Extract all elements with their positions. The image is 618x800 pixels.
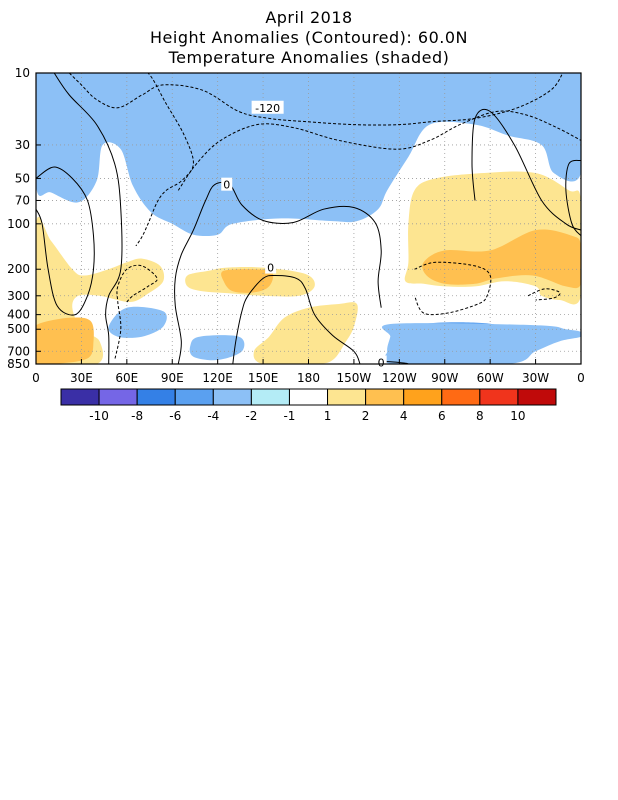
contour-label-bg-2 <box>265 260 277 274</box>
x-tick-label-2: 60E <box>115 371 138 385</box>
colorbar-label-10: 8 <box>476 409 484 423</box>
height-contour-12 <box>565 159 581 237</box>
contour-labels: -120 0 0 0 <box>221 100 387 369</box>
x-tick-label-5: 150E <box>248 371 279 385</box>
y-tick-label-1: 30 <box>15 138 30 152</box>
contour-label-bg-3 <box>375 355 387 369</box>
height-contour-9 <box>232 274 361 364</box>
y-tick-label-6: 300 <box>7 289 30 303</box>
x-tick-label-3: 90E <box>161 371 184 385</box>
height-contour-2 <box>177 110 581 191</box>
contour-label-bg-1 <box>221 177 233 191</box>
colorbar-box-3 <box>174 388 214 406</box>
colorbar: -10 -8 -6 -4 -2 -1 1 2 4 6 8 10 <box>60 388 557 423</box>
colorbar-label-3: -4 <box>207 409 219 423</box>
y-tick-label-9: 700 <box>7 344 30 358</box>
colorbar-label-4: -2 <box>245 409 257 423</box>
height-contour-0 <box>68 73 564 126</box>
x-tick-label-0: 0 <box>32 371 40 385</box>
colorbar-box-0 <box>60 388 100 406</box>
x-tick-label-1: 30E <box>70 371 93 385</box>
contour-label-3: 0 <box>378 356 385 369</box>
height-contour-5 <box>114 264 158 361</box>
colorbar-box-5 <box>250 388 290 406</box>
y-tick-label-10: 850 <box>7 357 30 371</box>
temperature-region-16 <box>36 317 94 364</box>
colorbar-label-11: 10 <box>510 409 525 423</box>
temperature-region-10 <box>189 335 245 361</box>
colorbar-box-1 <box>98 388 138 406</box>
contour-label-2: 0 <box>267 262 274 275</box>
y-tick-label-2: 50 <box>15 171 30 185</box>
colorbar-label-2: -6 <box>169 409 181 423</box>
colorbar-label-1: -8 <box>131 409 143 423</box>
colorbar-box-2 <box>136 388 176 406</box>
y-tick-label-5: 200 <box>7 262 30 276</box>
height-contour-4 <box>527 288 561 301</box>
colorbar-box-11 <box>479 388 519 406</box>
chart-title: April 2018 <box>265 8 353 27</box>
contour-label-0: -120 <box>255 102 280 115</box>
colorbar-box-12 <box>517 388 557 406</box>
colorbar-box-4 <box>212 388 252 406</box>
x-axis: 0 30E 60E 90E 120E 150E 180 150W 120W 90W 60W 30W 0 <box>32 359 585 385</box>
colorbar-label-9: 6 <box>438 409 446 423</box>
chart-subtitle-temperature: Temperature Anomalies (shaded) <box>168 48 450 67</box>
height-contours <box>36 73 581 364</box>
contour-label-bg-0 <box>251 100 284 114</box>
contour-label-1: 0 <box>223 179 230 192</box>
height-contour-3 <box>414 261 492 316</box>
colorbar-label-7: 2 <box>362 409 370 423</box>
height-contour-1 <box>132 73 194 247</box>
colorbar-label-8: 4 <box>400 409 408 423</box>
y-tick-label-7: 400 <box>7 308 30 322</box>
height-contour-6 <box>36 166 95 316</box>
colorbar-label-0: -10 <box>89 409 109 423</box>
chart-titles: April 2018 Height Anomalies (Contoured):… <box>0 8 618 68</box>
height-contour-11 <box>471 108 581 231</box>
colorbar-box-6 <box>288 388 329 406</box>
height-contour-7 <box>53 73 123 364</box>
x-tick-label-8: 120W <box>382 371 417 385</box>
y-tick-label-8: 500 <box>7 322 30 336</box>
colorbar-label-5: -1 <box>283 409 295 423</box>
height-contour-8 <box>174 181 382 364</box>
x-tick-label-4: 120E <box>202 371 233 385</box>
colorbar-box-9 <box>403 388 443 406</box>
chart-subtitle-height: Height Anomalies (Contoured): 60.0N <box>150 28 468 47</box>
x-tick-label-7: 150W <box>337 371 372 385</box>
temperature-region-17 <box>221 269 274 293</box>
y-tick-label-3: 70 <box>15 193 30 207</box>
x-tick-label-6: 180 <box>297 371 320 385</box>
y-tick-label-0: 10 <box>15 66 30 80</box>
colorbar-box-8 <box>365 388 405 406</box>
temperature-region-14 <box>253 302 358 364</box>
x-tick-label-11: 30W <box>522 371 549 385</box>
x-tick-label-9: 90W <box>431 371 458 385</box>
temperature-region-8 <box>381 323 581 364</box>
colorbar-box-7 <box>327 388 367 406</box>
temperature-region-18 <box>422 229 581 289</box>
colorbar-box-10 <box>441 388 481 406</box>
colorbar-label-6: 1 <box>324 409 332 423</box>
x-tick-label-10: 60W <box>477 371 504 385</box>
y-tick-label-4: 100 <box>7 217 30 231</box>
x-tick-label-12: 0 <box>577 371 585 385</box>
